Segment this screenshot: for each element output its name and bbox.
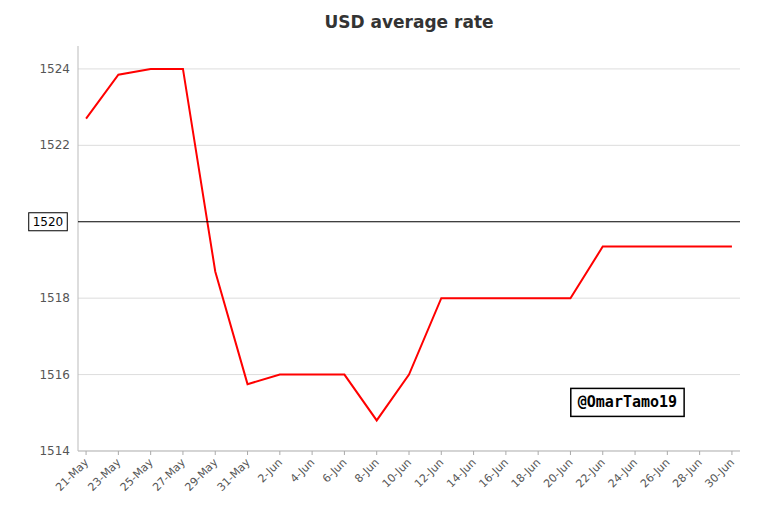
x-tick-label: 30-Jun <box>703 456 738 491</box>
x-tick <box>538 451 539 455</box>
x-tick <box>473 451 474 455</box>
y-tick-label: 1516 <box>39 368 70 382</box>
reference-line <box>78 221 740 222</box>
x-tick <box>118 451 119 455</box>
x-tick-label: 8-Jun <box>352 456 382 486</box>
x-tick <box>570 451 571 455</box>
x-tick <box>441 451 442 455</box>
y-tick-label: 1524 <box>39 62 70 76</box>
reference-label-box <box>29 213 68 231</box>
x-tick-label: 2-Jun <box>255 456 285 486</box>
x-tick <box>635 451 636 455</box>
x-tick-label: 10-Jun <box>380 456 415 491</box>
x-tick-label: 16-Jun <box>477 456 512 491</box>
chart-container: USD average rate 1514 1516 1518 1522 1524 21-M… <box>0 0 762 529</box>
chart-svg: USD average rate 1514 1516 1518 1522 1524 21-M… <box>0 0 762 529</box>
reference-label-text: 1520 <box>33 215 64 229</box>
annotation-text: @OmarTamo19 <box>578 393 677 411</box>
x-tick-label: 12-Jun <box>412 456 447 491</box>
x-tick <box>344 451 345 455</box>
x-tick-label: 28-Jun <box>670 456 705 491</box>
x-tick <box>215 451 216 455</box>
x-tick-label: 6-Jun <box>320 456 350 486</box>
x-tick <box>505 451 506 455</box>
x-tick <box>376 451 377 455</box>
x-tick-label: 4-Jun <box>288 456 318 486</box>
x-tick-label: 31-May <box>215 456 253 494</box>
x-tick <box>247 451 248 455</box>
x-tick <box>312 451 313 455</box>
x-tick <box>150 451 151 455</box>
x-tick-label: 22-Jun <box>573 456 608 491</box>
reference-label: 1520 <box>29 213 68 231</box>
annotation: @OmarTamo19 <box>571 388 684 416</box>
y-tick-label: 1514 <box>39 444 70 458</box>
x-tick <box>699 451 700 455</box>
line <box>86 69 732 421</box>
x-tick <box>409 451 410 455</box>
x-tick-label: 14-Jun <box>444 456 479 491</box>
x-tick-label: 21-May <box>53 456 91 494</box>
y-axis-line <box>78 46 79 451</box>
x-tick <box>182 451 183 455</box>
x-tick <box>86 451 87 455</box>
title: USD average rate <box>324 12 493 32</box>
grid <box>78 69 740 451</box>
annotation-box <box>571 388 684 416</box>
x-tick-label: 26-Jun <box>638 456 673 491</box>
x-tick <box>602 451 603 455</box>
plot-area <box>78 69 740 421</box>
x-tick <box>279 451 280 455</box>
x-tick-label: 27-May <box>150 456 188 494</box>
y-tick-label: 1518 <box>39 291 70 305</box>
x-tick-label: 24-Jun <box>606 456 641 491</box>
y-tick-label: 1522 <box>39 138 70 152</box>
x-tick-label: 20-Jun <box>541 456 576 491</box>
grid-line <box>78 298 740 299</box>
x-tick-label: 25-May <box>118 456 156 494</box>
x-tick <box>731 451 732 455</box>
x-tick <box>667 451 668 455</box>
x-tick-label: 18-Jun <box>509 456 544 491</box>
grid-line <box>78 145 740 146</box>
x-tick-label: 29-May <box>182 456 220 494</box>
x-tick-label: 23-May <box>86 456 124 494</box>
